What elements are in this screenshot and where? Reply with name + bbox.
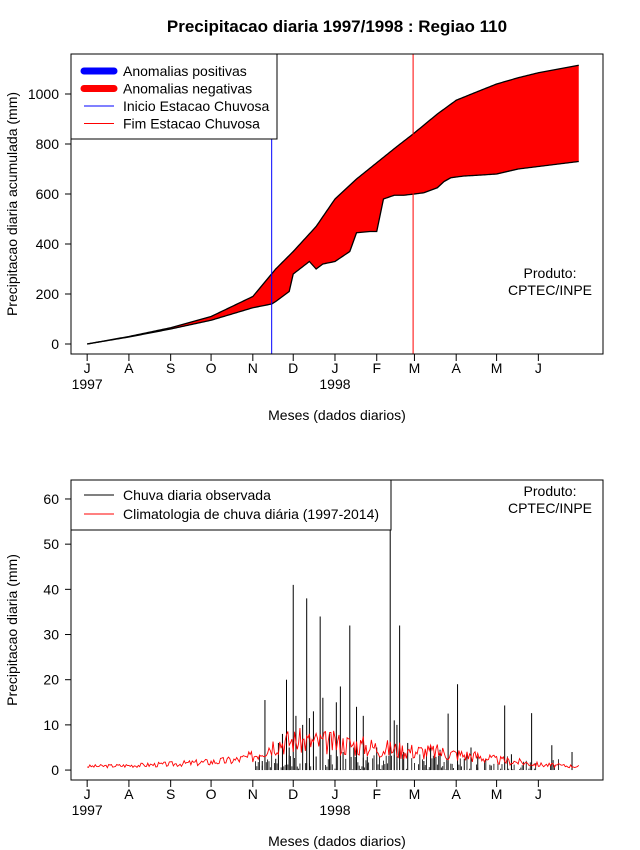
p2-y-tick-label: 60 xyxy=(43,491,59,507)
p2-legend: Chuva diaria observada Climatologia de ch… xyxy=(70,479,392,531)
p1-x-tick-label: F xyxy=(372,360,381,376)
p2-y-tick-label: 50 xyxy=(43,536,59,552)
p1-x-tick-label: J xyxy=(331,360,338,376)
p2-year-label: 1997 xyxy=(72,802,103,818)
p2-year-label: 1998 xyxy=(319,802,350,818)
p1-legend-label: Inicio Estacao Chuvosa xyxy=(123,98,270,114)
p1-legend-label: Anomalias positivas xyxy=(123,63,247,79)
p1-x-tick-label: S xyxy=(166,360,175,376)
p2-x-tick-label: D xyxy=(288,786,298,802)
p1-x-axis-label: Meses (dados diarios) xyxy=(268,407,406,423)
p2-x-tick-label: F xyxy=(372,786,381,802)
p1-plot-frame xyxy=(70,53,604,355)
negative-anomaly-area xyxy=(87,65,579,344)
p2-x-tick-label: J xyxy=(84,786,91,802)
climatology-cumulative-line xyxy=(87,64,579,345)
p2-x-tick-label: J xyxy=(535,786,542,802)
p1-y-tick-label: 0 xyxy=(51,336,59,352)
p1-x-tick-label: A xyxy=(124,360,134,376)
p1-x-tick-label: D xyxy=(288,360,298,376)
p1-x-tick-label: N xyxy=(248,360,258,376)
p2-x-tick-label: N xyxy=(248,786,258,802)
p1-y-tick-label: 800 xyxy=(36,136,60,152)
figure-title: Precipitacao diaria 1997/1998 : Regiao 1… xyxy=(167,17,507,36)
p2-x-tick-label: O xyxy=(206,786,217,802)
p1-y-tick-label: 600 xyxy=(36,186,60,202)
p1-x-tick-label: M xyxy=(409,360,421,376)
p2-y-tick-label: 0 xyxy=(51,762,59,778)
p1-legend-label: Anomalias negativas xyxy=(123,81,252,97)
product-label-line1: Produto: xyxy=(524,483,577,499)
p1-year-label: 1998 xyxy=(319,376,350,392)
p2-x-tick-label: A xyxy=(452,786,462,802)
p1-y-tick-label: 400 xyxy=(36,236,60,252)
climatology-daily-line xyxy=(87,728,580,769)
p2-legend-label: Climatologia de chuva diária (1997-2014) xyxy=(123,506,379,522)
p1-x-tick-label: A xyxy=(452,360,462,376)
p2-x-axis-label: Meses (dados diarios) xyxy=(268,833,406,849)
p1-x-tick-label: O xyxy=(206,360,217,376)
p2-legend-box xyxy=(70,479,392,531)
p2-x-tick-label: S xyxy=(166,786,175,802)
p1-x-tick-label: J xyxy=(84,360,91,376)
p1-y-tick-label: 200 xyxy=(36,286,60,302)
p2-x-tick-label: M xyxy=(491,786,503,802)
p1-y-tick-label: 1000 xyxy=(28,86,59,102)
p2-y-axis-label: Precipitacao diaria (mm) xyxy=(4,554,20,706)
p2-x-tick-label: M xyxy=(409,786,421,802)
p2-x-tick-label: J xyxy=(331,786,338,802)
observed-cumulative-line xyxy=(87,160,579,345)
p1-x-tick-label: M xyxy=(491,360,503,376)
p2-y-tick-label: 20 xyxy=(43,672,59,688)
p2-y-tick-label: 10 xyxy=(43,717,59,733)
product-label-line2: CPTEC/INPE xyxy=(508,500,592,516)
p2-x-tick-label: A xyxy=(124,786,134,802)
p1-legend: Anomalias positivas Anomalias negativasIn… xyxy=(70,53,278,140)
product-label-line1: Produto: xyxy=(524,265,577,281)
p1-y-axis-label: Precipitacao diaria acumulada (mm) xyxy=(4,92,20,316)
product-label-line2: CPTEC/INPE xyxy=(508,282,592,298)
p1-x-tick-label: J xyxy=(535,360,542,376)
p2-legend-label: Chuva diaria observada xyxy=(123,487,271,503)
p2-y-tick-label: 30 xyxy=(43,627,59,643)
p1-legend-label: Fim Estacao Chuvosa xyxy=(123,116,260,132)
p1-year-label: 1997 xyxy=(72,376,103,392)
p2-y-tick-label: 40 xyxy=(43,581,59,597)
